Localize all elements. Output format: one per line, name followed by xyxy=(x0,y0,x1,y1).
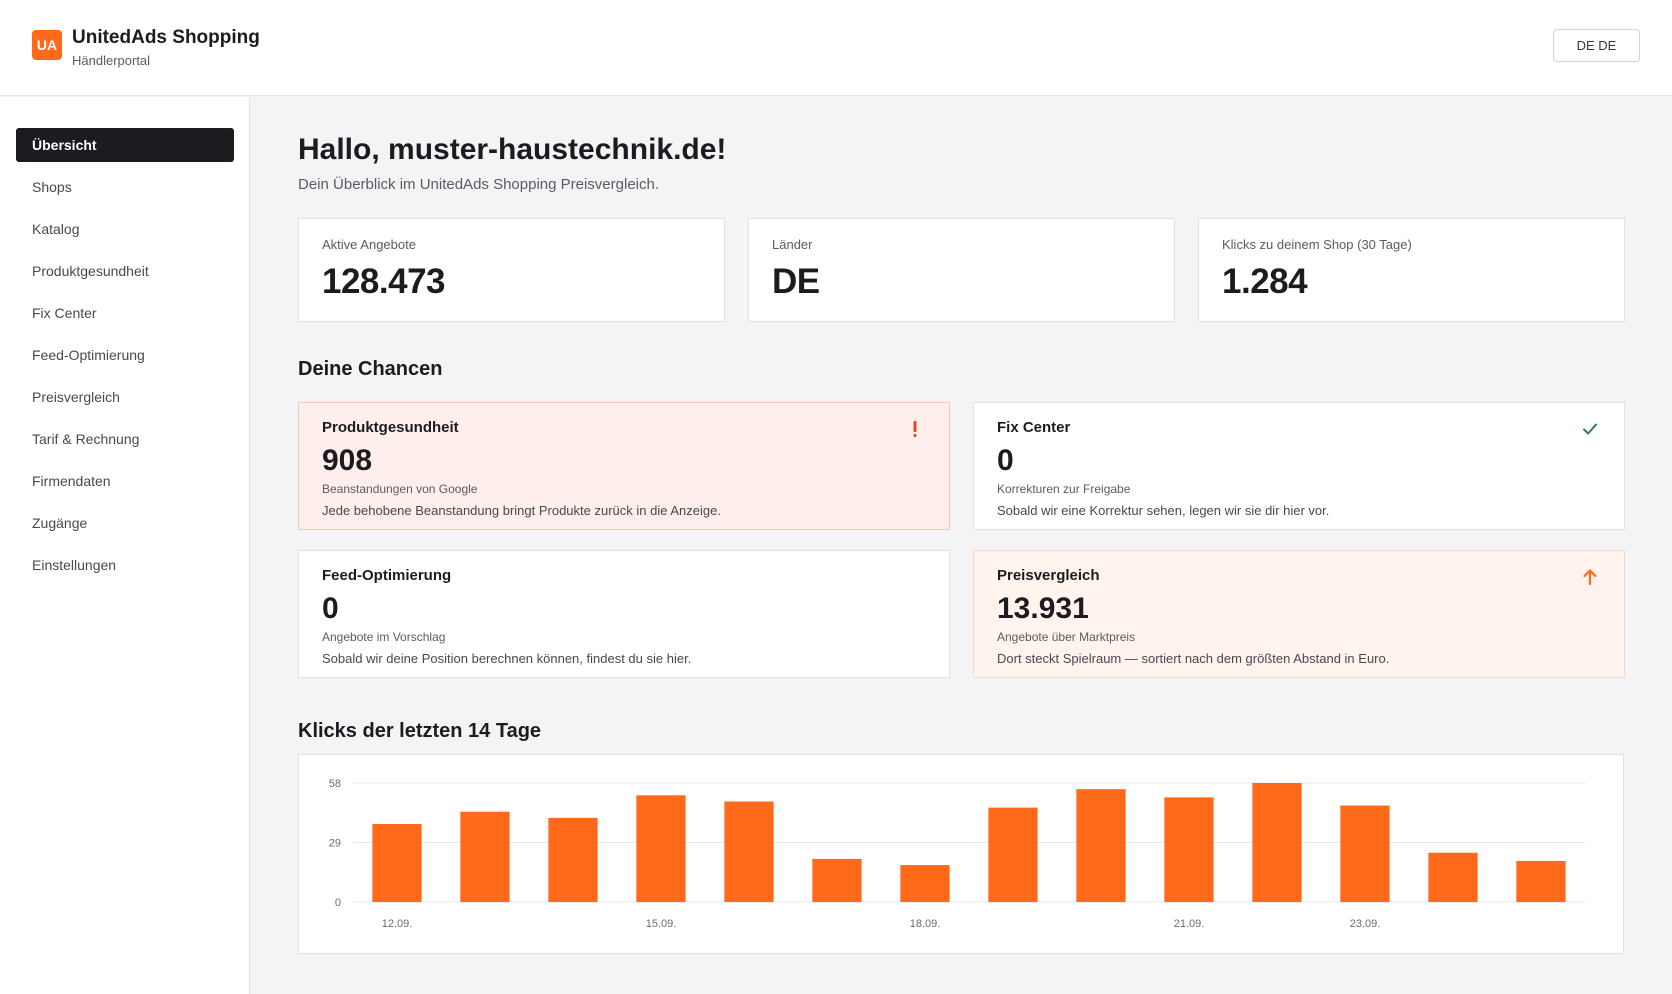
stat-card-laender: Länder DE xyxy=(748,218,1175,322)
sidebar-item-katalog[interactable]: Katalog xyxy=(32,221,80,237)
chance-caption: Beanstandungen von Google xyxy=(322,482,478,496)
sidebar-item-feed-optimierung[interactable]: Feed-Optimierung xyxy=(32,347,145,363)
app-subtitle: Händlerportal xyxy=(72,53,151,68)
clicks-chart-card: 0 29 58 12.09. 15.09. 18.09. 21.09. 23.09. xyxy=(298,754,1624,954)
y-tick-label: 58 xyxy=(329,778,341,790)
chance-value: 0 xyxy=(997,444,1014,477)
chance-description: Sobald wir eine Korrektur sehen, legen w… xyxy=(997,503,1330,518)
x-tick-label: 18.09. xyxy=(910,918,941,930)
y-tick-label: 0 xyxy=(335,897,341,909)
chance-title: Fix Center xyxy=(997,419,1071,436)
chance-caption: Korrekturen zur Freigabe xyxy=(997,482,1131,496)
stat-label: Aktive Angebote xyxy=(322,237,416,252)
x-tick-label: 21.09. xyxy=(1174,918,1205,930)
stat-card-klicks: Klicks zu deinem Shop (30 Tage) 1.284 xyxy=(1198,218,1625,322)
x-tick-label: 12.09. xyxy=(382,918,413,930)
sidebar-item-shops[interactable]: Shops xyxy=(32,179,72,195)
section-title-chancen: Deine Chancen xyxy=(298,358,443,380)
sidebar-item-produktgesundheit[interactable]: Produktgesundheit xyxy=(32,263,149,279)
sidebar-item-uebersicht[interactable]: Übersicht xyxy=(16,128,234,162)
chance-card-fix-center[interactable]: Fix Center 0 Korrekturen zur Freigabe So… xyxy=(973,402,1625,530)
stat-value: 128.473 xyxy=(322,262,446,301)
bar xyxy=(548,817,598,902)
bar xyxy=(1340,805,1390,902)
chance-card-produktgesundheit[interactable]: Produktgesundheit 908 Beanstandungen von… xyxy=(298,402,950,530)
top-bar: UA UnitedAds Shopping Händlerportal DE D… xyxy=(0,0,1672,96)
bar xyxy=(812,858,862,902)
sidebar-item-preisvergleich[interactable]: Preisvergleich xyxy=(32,389,120,405)
arrow-up-icon xyxy=(1583,569,1597,586)
bar xyxy=(724,801,774,902)
sidebar-item-zugaenge[interactable]: Zugänge xyxy=(32,515,88,531)
y-tick-label: 29 xyxy=(329,838,341,850)
sidebar-item-fix-center[interactable]: Fix Center xyxy=(32,305,97,321)
bar xyxy=(460,811,510,902)
page-subtitle: Dein Überblick im UnitedAds Shopping Pre… xyxy=(298,176,660,193)
bar xyxy=(1516,860,1566,902)
chance-card-feed-optimierung[interactable]: Feed-Optimierung 0 Angebote im Vorschlag… xyxy=(298,550,950,678)
stat-label: Klicks zu deinem Shop (30 Tage) xyxy=(1222,237,1412,252)
language-button[interactable]: DE DE xyxy=(1553,29,1640,62)
chance-description: Sobald wir deine Position berechnen könn… xyxy=(322,651,692,666)
sidebar-item-firmendaten[interactable]: Firmendaten xyxy=(32,473,111,489)
check-icon xyxy=(1583,423,1597,435)
chance-value: 0 xyxy=(322,592,339,625)
stat-label: Länder xyxy=(772,237,813,252)
bar xyxy=(372,824,422,902)
bar xyxy=(900,865,950,902)
sidebar-item-einstellungen[interactable]: Einstellungen xyxy=(32,557,117,573)
chance-title: Preisvergleich xyxy=(997,567,1100,584)
exclamation-icon xyxy=(913,421,917,437)
sidebar-item-tarif-rechnung[interactable]: Tarif & Rechnung xyxy=(32,431,140,447)
chance-caption: Angebote über Marktpreis xyxy=(997,630,1136,644)
chance-title: Feed-Optimierung xyxy=(322,567,452,584)
app-logo[interactable]: UA xyxy=(32,30,62,60)
clicks-bar-chart: 0 29 58 12.09. 15.09. 18.09. 21.09. 23.09. xyxy=(329,778,1585,930)
chance-description: Jede behobene Beanstandung bringt Produk… xyxy=(322,503,721,518)
chance-caption: Angebote im Vorschlag xyxy=(322,630,446,644)
bar xyxy=(1076,789,1126,902)
stat-value: DE xyxy=(772,262,820,301)
x-tick-label: 23.09. xyxy=(1350,918,1381,930)
page-title: Hallo, muster-haustechnik.de! xyxy=(298,133,727,166)
chance-title: Produktgesundheit xyxy=(322,419,459,436)
sidebar: Übersicht Shops Katalog Produktgesundhei… xyxy=(0,97,250,994)
app-title: UnitedAds Shopping xyxy=(72,27,260,48)
stat-card-aktive-angebote: Aktive Angebote 128.473 xyxy=(298,218,725,322)
chance-card-preisvergleich[interactable]: Preisvergleich 13.931 Angebote über Mark… xyxy=(973,550,1625,678)
bar xyxy=(636,795,686,902)
chance-value: 13.931 xyxy=(997,592,1089,625)
bar xyxy=(1428,852,1478,902)
chance-description: Dort steckt Spielraum — sortiert nach de… xyxy=(997,651,1390,666)
stat-value: 1.284 xyxy=(1222,262,1308,301)
x-tick-label: 15.09. xyxy=(646,918,677,930)
bar xyxy=(1252,783,1302,902)
chance-value: 908 xyxy=(322,444,373,477)
bar xyxy=(988,807,1038,902)
bar xyxy=(1164,797,1214,902)
section-title-klicks: Klicks der letzten 14 Tage xyxy=(298,720,542,742)
